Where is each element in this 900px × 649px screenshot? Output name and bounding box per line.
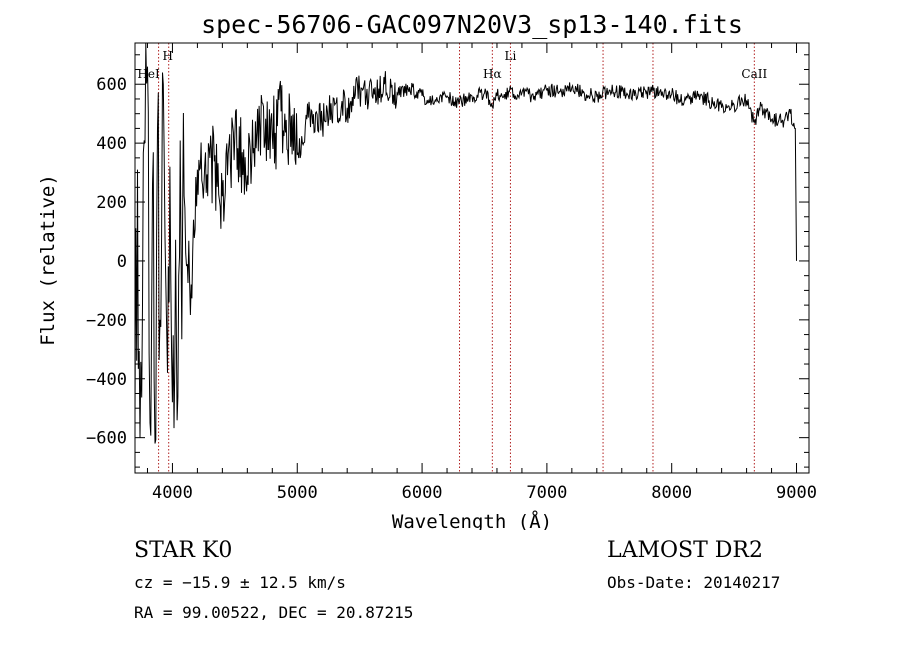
chart-title: spec-56706-GAC097N20V3_sp13-140.fits [201,10,743,39]
x-tick-label: 8000 [651,483,692,503]
x-axis-label: Wavelength (Å) [392,510,552,530]
spectral-line-label: CaII [741,67,767,81]
obs-date-label: Obs-Date: 20140217 [607,573,781,592]
x-tick-label: 5000 [277,483,318,503]
survey-label: LAMOST DR2 [607,538,763,563]
y-tick-label: −400 [86,370,127,390]
y-tick-label: 0 [117,252,127,272]
spectral-line-label: Hα [483,67,502,81]
spectral-line-markers [158,43,755,473]
x-axis-ticks: 4000 5000 6000 7000 8000 9000 [146,43,817,503]
flux-series-line [134,42,797,444]
plot-frame [134,42,810,474]
coordinates-label: RA = 99.00522, DEC = 20.87215 [134,603,414,622]
x-tick-label: 6000 [402,483,443,503]
spectral-line-label: H [162,49,172,63]
y-tick-label: 600 [96,75,127,95]
y-tick-label: 200 [96,193,127,213]
y-tick-label: −600 [86,429,127,449]
y-tick-label: −200 [86,311,127,331]
spectral-line-label: HeI [137,67,160,81]
y-tick-label: 400 [96,134,127,154]
spectral-line-label: Li [505,49,517,63]
x-tick-label: 9000 [776,483,817,503]
star-class-label: STAR K0 [134,538,233,563]
x-tick-label: 4000 [152,483,193,503]
y-axis-ticks: −600 −400 −200 0 200 400 600 [86,54,809,468]
y-axis-label: Flux (relative) [37,174,59,346]
spectrum-chart: spec-56706-GAC097N20V3_sp13-140.fits HeI… [37,10,817,530]
x-tick-label: 7000 [526,483,567,503]
redshift-label: cz = −15.9 ± 12.5 km/s [134,573,346,592]
